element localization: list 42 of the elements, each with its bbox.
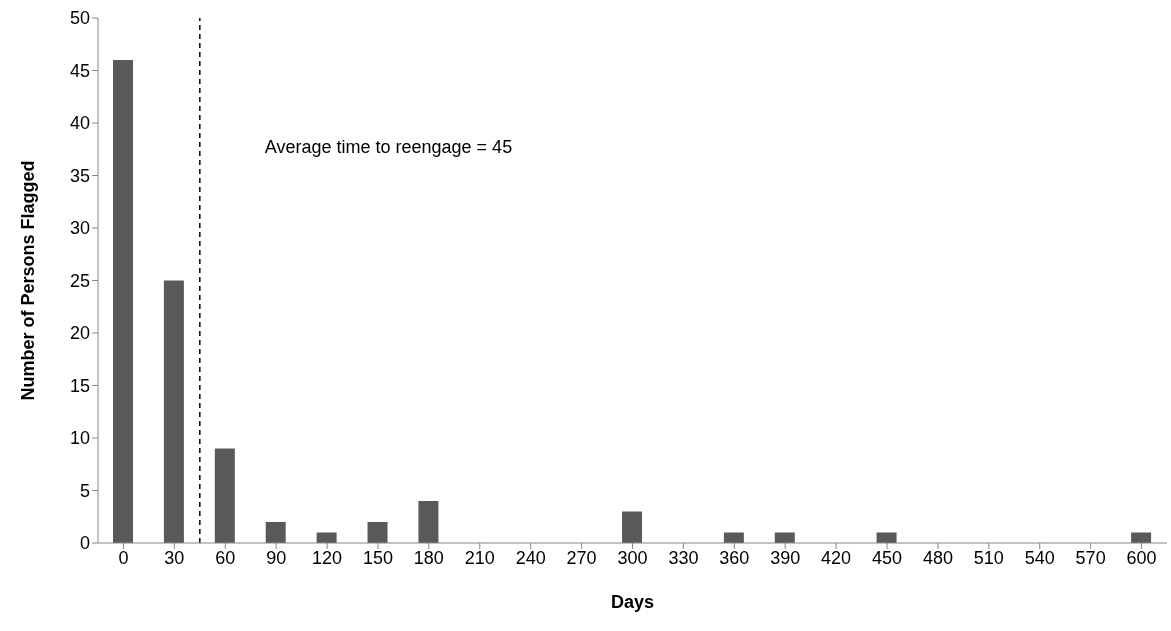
x-tick-label: 150 (362, 547, 393, 568)
y-tick-label: 50 (69, 8, 90, 29)
bar (622, 511, 643, 543)
x-tick-label: 120 (312, 547, 343, 568)
y-tick-label: 20 (69, 323, 90, 344)
x-tick-label: 300 (617, 547, 648, 568)
x-tick-label: 420 (821, 547, 852, 568)
x-tick-label: 330 (668, 547, 699, 568)
x-tick-label: 60 (215, 547, 236, 568)
y-axis-title: Number of Persons Flagged (18, 160, 39, 401)
x-axis-title: Days (610, 592, 655, 612)
x-tick-label: 0 (118, 547, 129, 568)
x-tick-label: 480 (922, 547, 953, 568)
y-tick-label: 15 (69, 375, 90, 396)
bar (163, 280, 184, 543)
bar (367, 522, 388, 543)
bar (113, 60, 133, 543)
x-tick-label: 600 (1126, 547, 1157, 568)
y-tick-label: 0 (79, 533, 90, 554)
y-tick-label: 40 (69, 113, 90, 134)
bar (214, 448, 235, 543)
x-tick-label: 570 (1075, 547, 1106, 568)
x-tick-label: 240 (515, 547, 546, 568)
x-tick-label: 180 (413, 547, 444, 568)
x-tick-label: 90 (266, 547, 287, 568)
annotation: Average time to reengage = 45 (264, 137, 513, 157)
bar (418, 501, 439, 543)
x-tick-label: 270 (566, 547, 597, 568)
y-tick-label: 25 (69, 270, 90, 291)
y-tick-label: 30 (69, 218, 90, 239)
x-tick-label: 360 (719, 547, 750, 568)
x-tick-label: 540 (1024, 547, 1055, 568)
x-tick-label: 210 (464, 547, 495, 568)
y-tick-label: 10 (69, 428, 90, 449)
x-tick-label: 510 (973, 547, 1004, 568)
x-tick-label: 30 (164, 547, 185, 568)
x-tick-label: 450 (872, 547, 903, 568)
y-tick-label: 45 (69, 60, 90, 81)
y-tick-label: 5 (79, 480, 90, 501)
x-tick-label: 390 (770, 547, 801, 568)
y-tick-label: 35 (69, 165, 90, 186)
bar (265, 522, 286, 543)
